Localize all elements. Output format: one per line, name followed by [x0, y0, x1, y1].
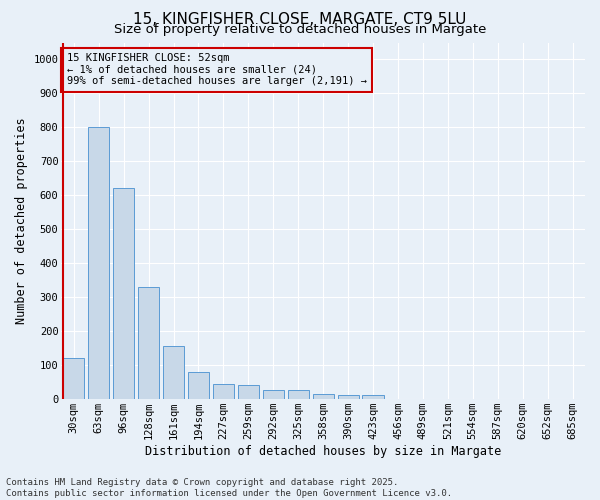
Bar — [163, 346, 184, 399]
Y-axis label: Number of detached properties: Number of detached properties — [15, 118, 28, 324]
Bar — [63, 358, 85, 399]
Text: Size of property relative to detached houses in Margate: Size of property relative to detached ho… — [114, 24, 486, 36]
Bar — [188, 372, 209, 398]
Bar — [263, 390, 284, 398]
Bar — [238, 385, 259, 398]
Bar — [138, 286, 159, 399]
Bar — [88, 128, 109, 398]
Text: 15, KINGFISHER CLOSE, MARGATE, CT9 5LU: 15, KINGFISHER CLOSE, MARGATE, CT9 5LU — [133, 12, 467, 26]
Text: Contains HM Land Registry data © Crown copyright and database right 2025.
Contai: Contains HM Land Registry data © Crown c… — [6, 478, 452, 498]
Bar — [113, 188, 134, 398]
Bar — [338, 394, 359, 398]
Bar — [213, 384, 234, 398]
Bar — [287, 390, 309, 398]
Bar — [362, 396, 383, 398]
Bar — [313, 394, 334, 398]
Text: 15 KINGFISHER CLOSE: 52sqm
← 1% of detached houses are smaller (24)
99% of semi-: 15 KINGFISHER CLOSE: 52sqm ← 1% of detac… — [67, 53, 367, 86]
X-axis label: Distribution of detached houses by size in Margate: Distribution of detached houses by size … — [145, 444, 501, 458]
